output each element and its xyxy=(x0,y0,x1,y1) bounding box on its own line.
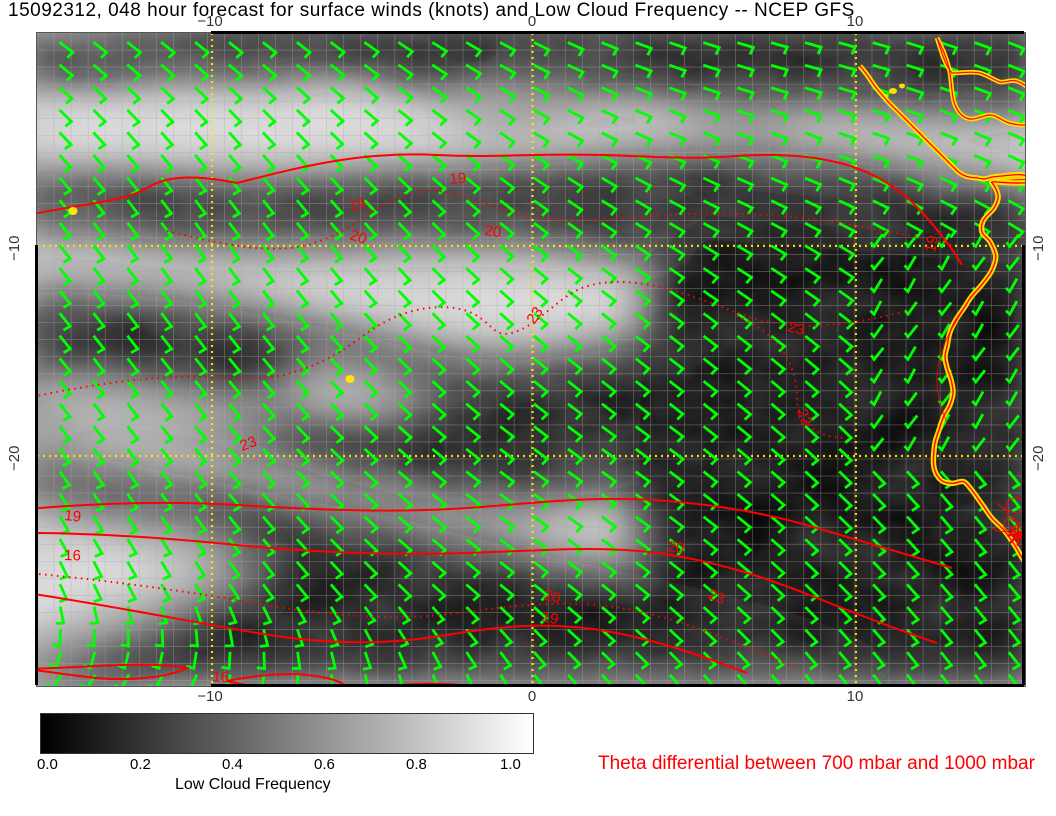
svg-text:19: 19 xyxy=(540,608,560,628)
svg-text:19: 19 xyxy=(449,170,467,188)
svg-text:19: 19 xyxy=(347,195,367,215)
svg-text:20: 20 xyxy=(666,538,685,557)
svg-text:19: 19 xyxy=(64,507,82,526)
svg-text:20: 20 xyxy=(483,222,502,241)
svg-text:16: 16 xyxy=(64,547,81,565)
svg-text:19: 19 xyxy=(922,234,942,253)
